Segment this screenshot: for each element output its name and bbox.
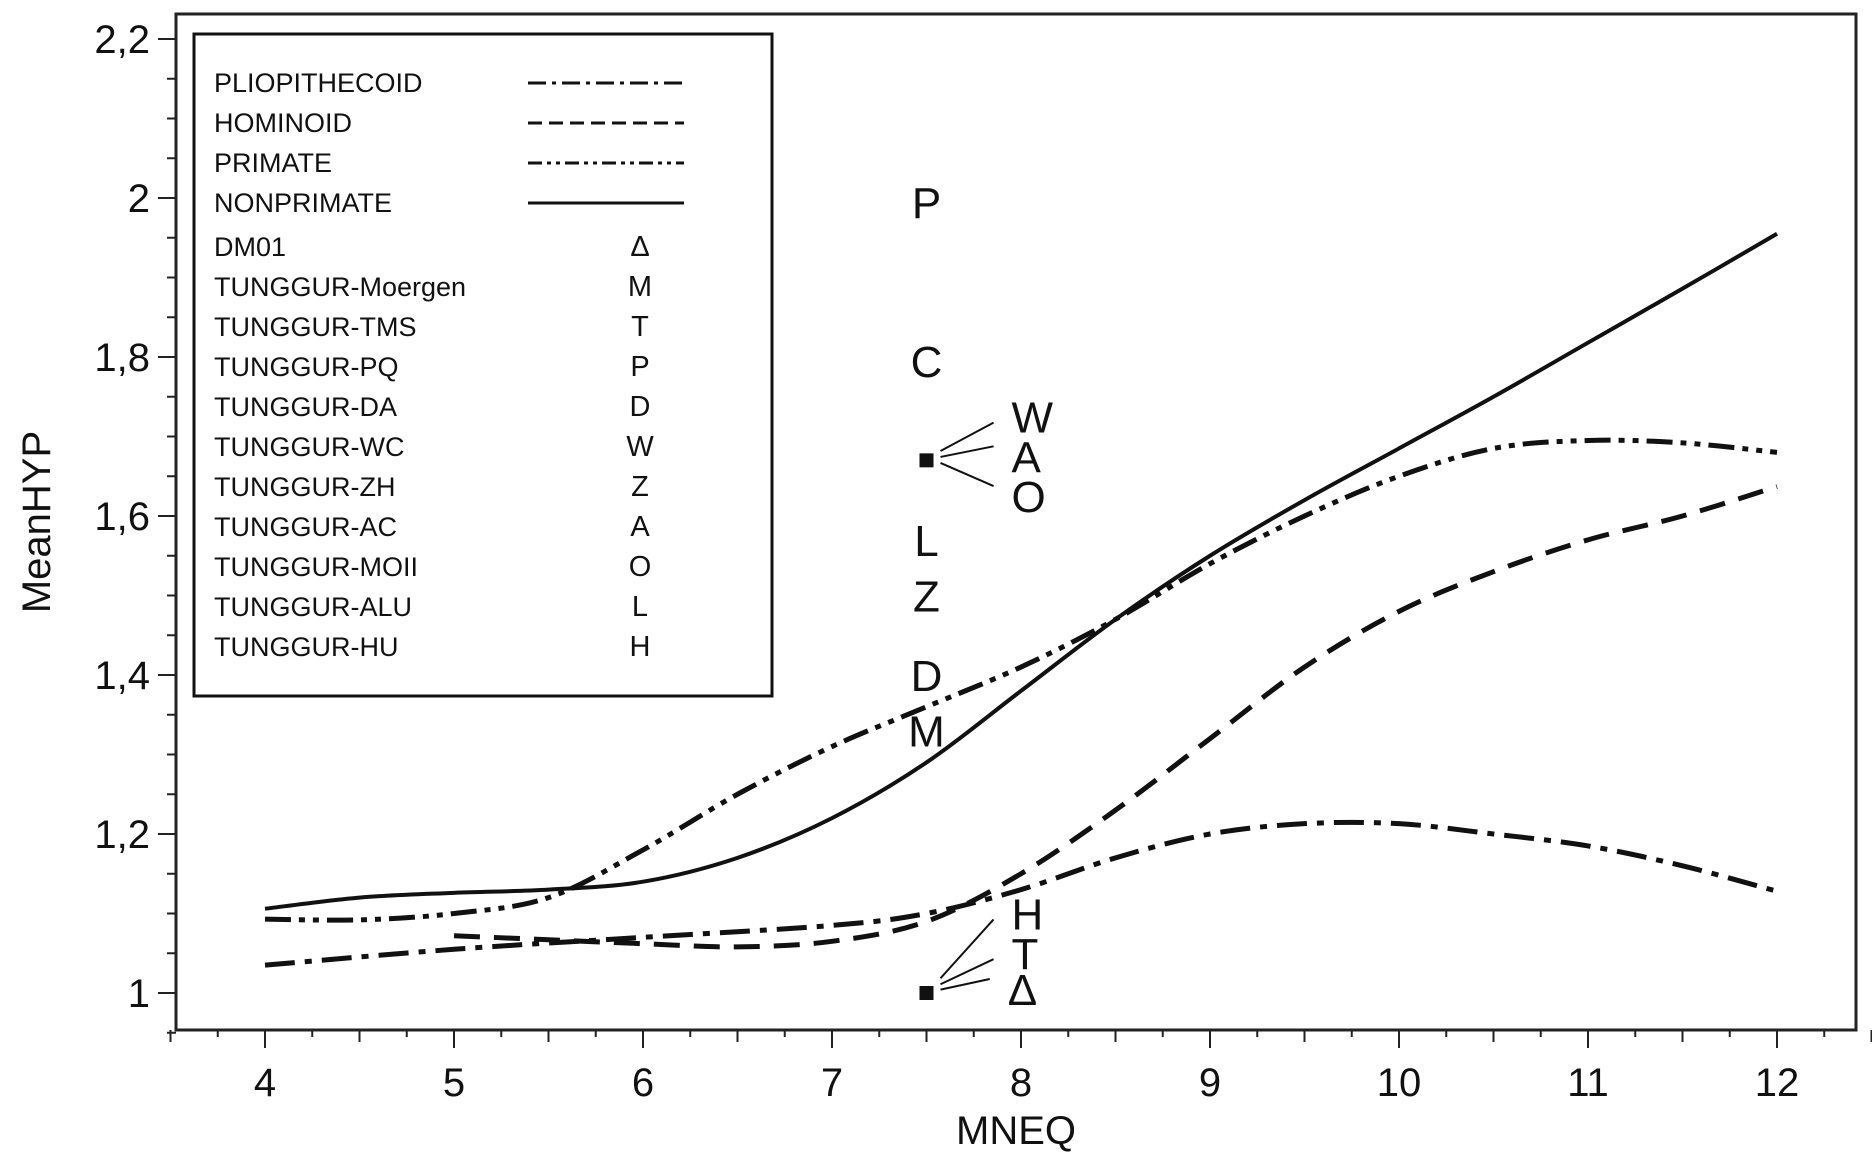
x-tick-label: 12 xyxy=(1755,1061,1800,1105)
y-tick-label: 1 xyxy=(128,972,150,1016)
y-tick-label: 1,8 xyxy=(94,336,150,380)
legend-label: PLIOPITHECOID xyxy=(214,68,423,98)
legend-label: TUNGGUR-TMS xyxy=(214,312,416,342)
legend-label: TUNGGUR-WC xyxy=(214,432,404,462)
legend-label: HOMINOID xyxy=(214,108,352,138)
x-tick-label: 5 xyxy=(443,1061,465,1105)
legend-symbol: W xyxy=(626,431,654,463)
label-leader-line xyxy=(941,446,994,457)
legend-symbol: Z xyxy=(631,471,649,503)
y-tick-label: 1,2 xyxy=(94,813,150,857)
legend-symbol: Δ xyxy=(630,231,649,263)
y-tick-label: 1,6 xyxy=(94,495,150,539)
x-tick-label: 7 xyxy=(821,1061,843,1105)
label-leader-line xyxy=(941,423,994,451)
legend-symbol: H xyxy=(630,631,651,663)
legend-symbol: M xyxy=(628,271,652,303)
label-leader-line xyxy=(941,919,994,978)
x-tick-label: 8 xyxy=(1010,1061,1032,1105)
label-leader-line xyxy=(941,463,994,486)
square-marker xyxy=(920,986,934,1000)
legend-symbol: T xyxy=(631,311,649,343)
legend-label: TUNGGUR-MOII xyxy=(214,552,418,582)
legend-label: TUNGGUR-AC xyxy=(214,512,397,542)
legend-label: TUNGGUR-DA xyxy=(214,392,397,422)
square-marker xyxy=(920,453,934,467)
legend-symbol: P xyxy=(630,351,649,383)
y-tick-label: 2 xyxy=(128,177,150,221)
y-axis: 1 1,2 1,4 1,6 1,8 2 2,2 xyxy=(94,18,176,1033)
y-tick-label: 1,4 xyxy=(94,654,150,698)
legend-symbol: O xyxy=(629,551,652,583)
point-label-p: P xyxy=(912,179,941,228)
legend-label: TUNGGUR-Moergen xyxy=(214,272,466,302)
point-label-c: C xyxy=(911,338,943,387)
y-tick-label: 2,2 xyxy=(94,18,150,62)
legend-symbol: L xyxy=(632,591,648,623)
legend-label: TUNGGUR-ALU xyxy=(214,592,412,622)
x-axis-title: MNEQ xyxy=(956,1109,1076,1153)
x-tick-label: 9 xyxy=(1199,1061,1221,1105)
point-label-m: M xyxy=(908,708,945,757)
x-tick-label: 6 xyxy=(632,1061,654,1105)
legend: PLIOPITHECOIDHOMINOIDPRIMATENONPRIMATEDM… xyxy=(194,34,772,696)
x-tick-label: 11 xyxy=(1567,1061,1609,1105)
point-label-dm01: Δ xyxy=(1008,966,1037,1015)
legend-symbol: D xyxy=(630,391,651,423)
y-axis-title: MeanHYP xyxy=(15,431,59,613)
point-label-l: L xyxy=(914,517,938,566)
legend-label: NONPRIMATE xyxy=(214,188,392,218)
point-label-z: Z xyxy=(913,573,940,622)
x-axis: 4 5 6 7 8 9 10 11 12 xyxy=(171,1030,1872,1105)
legend-symbol: A xyxy=(630,511,650,543)
legend-label: TUNGGUR-PQ xyxy=(214,352,399,382)
legend-label: DM01 xyxy=(214,232,286,262)
legend-label: TUNGGUR-ZH xyxy=(214,472,395,502)
x-tick-label: 4 xyxy=(254,1061,276,1105)
x-tick-label: 10 xyxy=(1377,1061,1422,1105)
legend-label: PRIMATE xyxy=(214,148,332,178)
point-label-d: D xyxy=(911,652,943,701)
point-label-o: O xyxy=(1012,473,1046,522)
legend-label: TUNGGUR-HU xyxy=(214,632,398,662)
